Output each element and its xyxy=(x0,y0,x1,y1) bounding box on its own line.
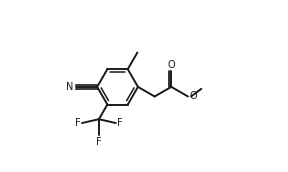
Text: O: O xyxy=(168,60,175,69)
Text: F: F xyxy=(96,137,102,147)
Text: O: O xyxy=(190,91,197,101)
Text: N: N xyxy=(66,82,73,92)
Text: F: F xyxy=(75,118,80,128)
Text: F: F xyxy=(118,118,123,128)
